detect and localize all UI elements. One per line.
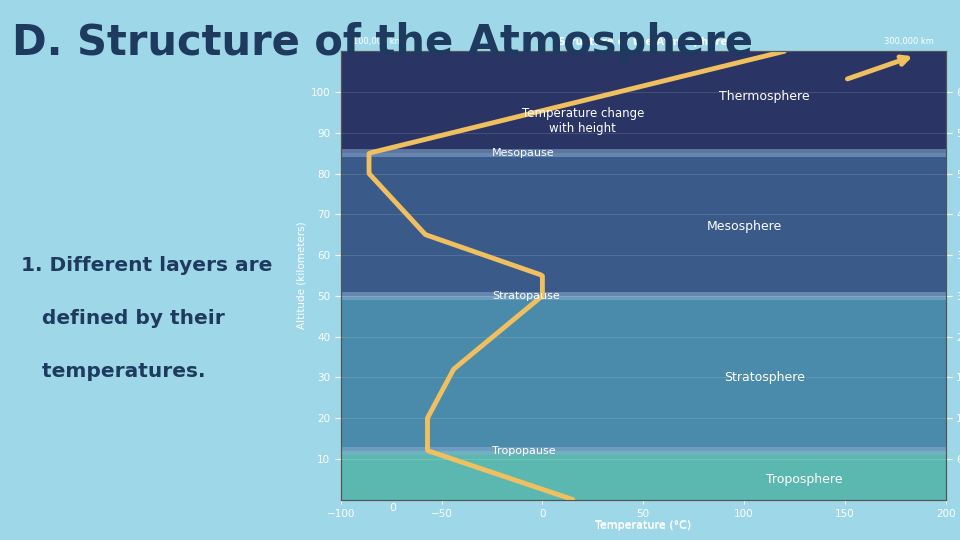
- Text: Troposphere: Troposphere: [766, 472, 843, 485]
- Text: Stratosphere: Stratosphere: [724, 371, 804, 384]
- Bar: [341, 149, 946, 157]
- Y-axis label: Altitude (kilometers): Altitude (kilometers): [297, 221, 306, 329]
- Bar: [341, 153, 946, 296]
- Bar: [341, 292, 946, 300]
- Text: defined by their: defined by their: [21, 309, 225, 328]
- Text: temperatures.: temperatures.: [21, 362, 205, 381]
- Bar: [341, 296, 946, 450]
- X-axis label: Temperature (°C): Temperature (°C): [595, 521, 691, 531]
- Bar: [341, 450, 946, 500]
- Text: Mesosphere: Mesosphere: [707, 220, 781, 233]
- Text: 100,000 km: 100,000 km: [353, 37, 402, 46]
- Text: Mesopause: Mesopause: [492, 148, 555, 158]
- Bar: [341, 51, 946, 153]
- Text: Temperature (°C): Temperature (°C): [595, 519, 691, 530]
- Text: 300,000 km: 300,000 km: [883, 37, 933, 46]
- Text: Temperature change
with height: Temperature change with height: [521, 106, 644, 134]
- Bar: [341, 447, 946, 455]
- Text: Tropopause: Tropopause: [492, 446, 556, 456]
- Text: Structure of the Atmosphere: Structure of the Atmosphere: [559, 37, 728, 46]
- Text: Stratopause: Stratopause: [492, 291, 560, 301]
- Text: Thermosphere: Thermosphere: [719, 90, 809, 103]
- Text: 1. Different layers are: 1. Different layers are: [21, 256, 273, 275]
- Text: 0: 0: [389, 503, 396, 514]
- Text: D. Structure of the Atmosphere: D. Structure of the Atmosphere: [12, 22, 754, 64]
